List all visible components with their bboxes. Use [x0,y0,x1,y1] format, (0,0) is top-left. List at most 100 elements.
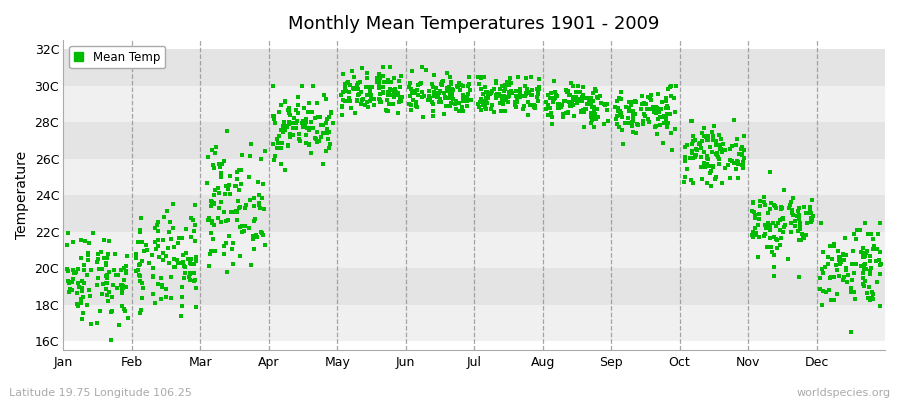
Point [503,75,517,81]
Point [701,133,716,139]
Point [518,91,533,97]
Point [678,156,692,163]
Point [588,86,602,92]
Point [826,274,841,280]
Point [337,97,351,103]
Point [492,93,507,99]
Point [615,114,629,120]
Point [609,120,624,127]
Point [391,89,405,96]
Point [846,289,860,295]
Point [562,92,576,98]
Point [777,214,791,221]
Point [302,142,316,148]
Point [858,261,872,267]
Point [77,280,92,286]
Point [644,97,659,103]
Point [804,216,818,222]
Point [693,141,707,147]
Point [640,106,654,112]
Point [577,124,591,130]
Text: Latitude 19.75 Longitude 106.25: Latitude 19.75 Longitude 106.25 [9,388,192,398]
Point [685,180,699,186]
Point [212,190,227,196]
Point [697,125,711,132]
Point [650,104,664,111]
Point [689,147,704,154]
Point [79,302,94,308]
Point [793,222,807,228]
Point [281,142,295,148]
Point [575,84,590,90]
Point [364,92,378,98]
Point [207,192,221,198]
Point [387,94,401,100]
Point [175,303,189,309]
Point [302,100,316,106]
Point [146,273,160,280]
Point [524,92,538,98]
Point [238,204,252,211]
Point [100,291,114,298]
Point [872,220,886,226]
Point [338,88,353,95]
Point [477,100,491,106]
Point [186,228,201,234]
Point [833,259,848,266]
Point [575,94,590,100]
Point [343,98,357,105]
Point [547,78,562,84]
Point [235,152,249,158]
Point [280,123,294,129]
Point [326,120,340,126]
Point [274,126,288,133]
Point [575,98,590,104]
Point [184,277,198,283]
Point [856,244,870,251]
Point [257,242,272,248]
Point [679,174,693,180]
Point [181,256,195,262]
Point [815,302,830,308]
Point [363,98,377,104]
Point [830,291,844,297]
Point [858,220,872,226]
Point [730,158,744,164]
Point [312,114,327,120]
Point [234,181,248,188]
Point [308,115,322,121]
Point [246,236,260,242]
Point [176,275,191,282]
Point [861,231,876,237]
Point [320,136,335,142]
Point [290,118,304,124]
Point [871,256,886,263]
Point [115,282,130,288]
Point [504,88,518,94]
Point [69,290,84,296]
Point [410,82,425,88]
Point [134,239,148,246]
Point [66,276,80,282]
Point [485,102,500,108]
Point [839,252,853,258]
Point [576,92,590,98]
Point [703,162,717,169]
Point [712,155,726,162]
Point [187,222,202,228]
Point [427,93,441,99]
Point [409,98,423,105]
Point [121,315,135,322]
Point [490,91,504,98]
Point [561,110,575,116]
Point [532,86,546,92]
Point [431,99,446,105]
Point [815,288,830,294]
Point [577,109,591,115]
Point [752,254,766,260]
Point [745,208,760,214]
Point [715,180,729,186]
Point [860,250,874,256]
Point [569,94,583,100]
Point [382,101,396,108]
